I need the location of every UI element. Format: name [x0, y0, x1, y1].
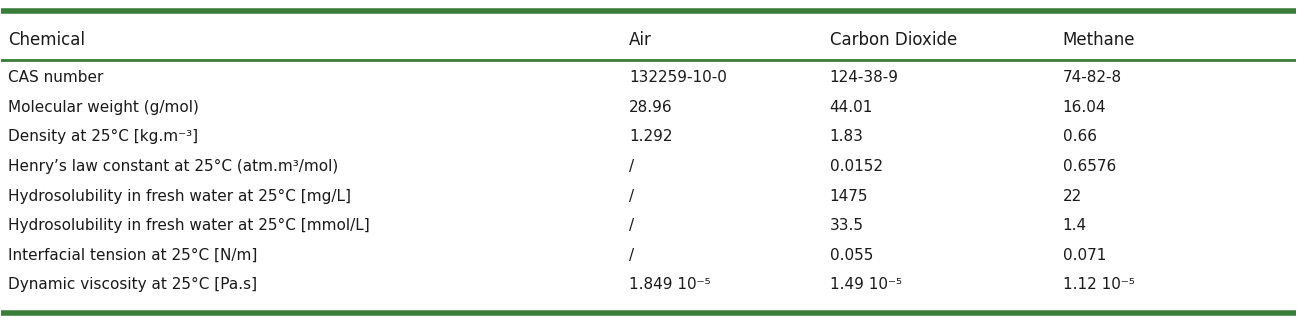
Text: Dynamic viscosity at 25°C [Pa.s]: Dynamic viscosity at 25°C [Pa.s] [8, 277, 257, 292]
Text: Density at 25°C [kg.m⁻³]: Density at 25°C [kg.m⁻³] [8, 129, 198, 144]
Text: Chemical: Chemical [8, 30, 84, 48]
Text: 16.04: 16.04 [1062, 100, 1106, 115]
Text: Methane: Methane [1062, 30, 1135, 48]
Text: 0.0152: 0.0152 [830, 159, 883, 174]
Text: 1.12 10⁻⁵: 1.12 10⁻⁵ [1062, 277, 1135, 292]
Text: 0.6576: 0.6576 [1062, 159, 1115, 174]
Text: Carbon Dioxide: Carbon Dioxide [830, 30, 957, 48]
Text: Hydrosolubility in fresh water at 25°C [mmol/L]: Hydrosolubility in fresh water at 25°C [… [8, 218, 370, 233]
Text: 132259-10-0: 132259-10-0 [629, 70, 726, 85]
Text: /: / [629, 218, 634, 233]
Text: Henry’s law constant at 25°C (atm.m³/mol): Henry’s law constant at 25°C (atm.m³/mol… [8, 159, 339, 174]
Text: 44.01: 44.01 [830, 100, 873, 115]
Text: /: / [629, 189, 634, 204]
Text: 1.49 10⁻⁵: 1.49 10⁻⁵ [830, 277, 901, 292]
Text: Hydrosolubility in fresh water at 25°C [mg/L]: Hydrosolubility in fresh water at 25°C [… [8, 189, 351, 204]
Text: Molecular weight (g/mol): Molecular weight (g/mol) [8, 100, 198, 115]
Text: Air: Air [629, 30, 652, 48]
Text: 74-82-8: 74-82-8 [1062, 70, 1122, 85]
Text: 1.292: 1.292 [629, 129, 673, 144]
Text: CAS number: CAS number [8, 70, 104, 85]
Text: 124-38-9: 124-38-9 [830, 70, 899, 85]
Text: 0.055: 0.055 [830, 248, 873, 263]
Text: 1.4: 1.4 [1062, 218, 1087, 233]
Text: 28.96: 28.96 [629, 100, 673, 115]
Text: 0.071: 0.071 [1062, 248, 1106, 263]
Text: 0.66: 0.66 [1062, 129, 1097, 144]
Text: /: / [629, 248, 634, 263]
Text: 1.83: 1.83 [830, 129, 864, 144]
Text: 22: 22 [1062, 189, 1082, 204]
Text: Interfacial tension at 25°C [N/m]: Interfacial tension at 25°C [N/m] [8, 248, 257, 263]
Text: 33.5: 33.5 [830, 218, 864, 233]
Text: 1475: 1475 [830, 189, 868, 204]
Text: /: / [629, 159, 634, 174]
Text: 1.849 10⁻⁵: 1.849 10⁻⁵ [629, 277, 711, 292]
